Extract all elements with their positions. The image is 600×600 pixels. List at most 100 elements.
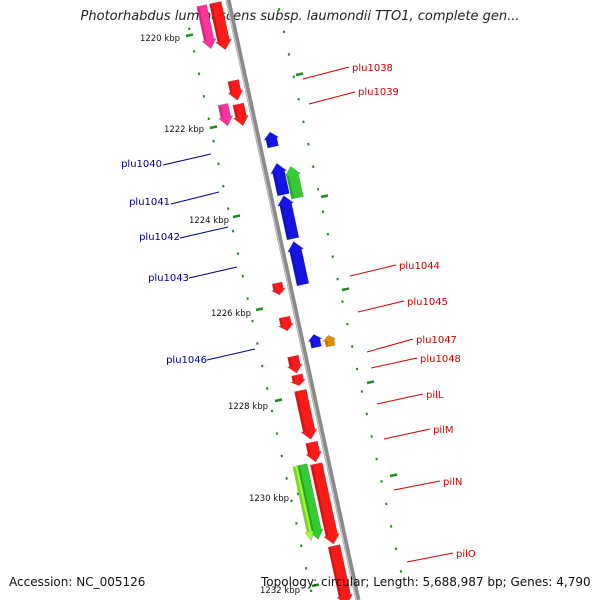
tick-dot-right: [256, 342, 259, 345]
tick-dot-left: [365, 412, 369, 416]
gene-arrow-shape: [196, 4, 217, 50]
tick-dot-left: [355, 367, 359, 371]
gene-arrow-blue[interactable]: [307, 333, 323, 349]
gene-label-plu1041[interactable]: plu1041: [129, 197, 170, 208]
gene-leader-line: [383, 428, 431, 440]
gene-leader-line: [162, 153, 212, 166]
tick-dot-left: [385, 502, 388, 506]
gene-arrow-shape: [292, 465, 315, 542]
kbp-label: 1230 kbp: [249, 494, 289, 504]
gene-arrow-blue[interactable]: [269, 162, 291, 197]
tick-dot-left: [282, 30, 286, 34]
gene-leader-line: [370, 357, 418, 369]
gene-arrow-shade: [266, 139, 270, 147]
gene-label-pilo[interactable]: pilO: [456, 549, 476, 560]
gene-arrow-red[interactable]: [326, 544, 354, 600]
gene-arrow-red[interactable]: [226, 79, 245, 102]
gene-arrow-shade: [292, 376, 296, 382]
gene-arrow-blue[interactable]: [276, 194, 301, 241]
gene-label-plu1045[interactable]: plu1045: [407, 297, 448, 308]
gene-arrow-shade: [293, 467, 310, 533]
gene-arrow-green[interactable]: [283, 165, 305, 200]
major-tick: [295, 72, 304, 77]
gene-arrow-shape: [217, 103, 234, 127]
major-tick: [341, 287, 350, 292]
gene-arrow-red[interactable]: [207, 1, 233, 51]
gene-arrow-shape: [263, 131, 280, 149]
gene-label-piln[interactable]: pilN: [443, 477, 462, 488]
gene-arrow-red[interactable]: [231, 102, 250, 128]
gene-label-plu1038[interactable]: plu1038: [352, 63, 393, 74]
tick-dot-right: [309, 589, 313, 593]
tick-dot-left: [302, 120, 305, 124]
tick-dot-right: [226, 207, 230, 211]
gene-arrow-shade: [287, 176, 294, 198]
gene-arrow-shape: [209, 1, 232, 51]
gene-label-plu1047[interactable]: plu1047: [416, 335, 457, 346]
gene-arrow-orange[interactable]: [322, 334, 337, 348]
gene-label-pilm[interactable]: pilM: [433, 425, 454, 436]
tick-dot-left: [360, 390, 364, 393]
gene-arrow-shade: [279, 318, 284, 326]
gene-label-plu1046[interactable]: plu1046: [166, 355, 207, 366]
gene-label-plu1040[interactable]: plu1040: [121, 159, 162, 170]
tick-dot-right: [207, 117, 210, 121]
gene-arrow-shade: [325, 340, 329, 346]
gene-arrow-shape: [277, 315, 295, 332]
gene-arrow-shade: [280, 205, 290, 239]
tick-dot-right: [285, 477, 288, 480]
major-tick: [366, 380, 375, 385]
tick-dot-left: [277, 7, 281, 11]
gene-arrow-red[interactable]: [270, 281, 287, 297]
tick-dot-left: [321, 210, 325, 214]
gene-arrow-red[interactable]: [308, 462, 341, 546]
gene-arrow-shape: [322, 334, 337, 348]
gene-label-plu1042[interactable]: plu1042: [139, 232, 180, 243]
gene-arrow-red[interactable]: [277, 315, 295, 333]
gene-arrow-red[interactable]: [293, 388, 319, 441]
gene-label-plu1048[interactable]: plu1048: [420, 354, 461, 365]
tick-dot-right: [212, 139, 215, 143]
gene-arrow-shape: [284, 166, 304, 200]
gene-arrow-lime[interactable]: [291, 465, 316, 542]
gene-arrow-blue[interactable]: [286, 240, 311, 287]
major-tick: [255, 307, 264, 312]
gene-arrow-pink[interactable]: [195, 4, 218, 50]
gene-arrow-blue[interactable]: [263, 131, 281, 149]
tick-dot-left: [287, 52, 291, 56]
gene-arrow-shape: [307, 334, 323, 349]
tick-dot-right: [295, 522, 298, 525]
gene-leader-line: [376, 393, 424, 405]
tick-dot-left: [331, 255, 334, 259]
tick-dot-right: [275, 432, 279, 435]
gene-label-plu1043[interactable]: plu1043: [148, 273, 189, 284]
gene-label-pill[interactable]: pilL: [426, 390, 444, 401]
tick-dot-right: [197, 72, 201, 76]
gene-label-plu1039[interactable]: plu1039: [358, 87, 399, 98]
gene-arrow-shade: [328, 547, 342, 597]
tick-dot-right: [192, 49, 196, 53]
gene-arrow-pink[interactable]: [216, 103, 234, 127]
tick-dot-left: [350, 345, 354, 348]
tick-dot-left: [307, 142, 310, 146]
gene-arrow-red[interactable]: [289, 373, 307, 387]
gene-label-plu1044[interactable]: plu1044: [399, 261, 440, 272]
gene-arrow-shade: [273, 172, 280, 195]
gene-arrow-red[interactable]: [304, 440, 324, 464]
tick-dot-left: [370, 435, 373, 438]
tick-dot-left: [389, 525, 393, 528]
tick-dot-left: [375, 457, 378, 461]
tick-dot-left: [341, 300, 344, 303]
gene-arrow-shade: [306, 444, 311, 455]
gene-arrow-red[interactable]: [286, 354, 304, 375]
kbp-label: 1220 kbp: [140, 34, 180, 44]
gene-arrow-shape: [270, 162, 290, 197]
gene-arrow-shade: [290, 251, 300, 285]
topology-text: Topology: circular; Length: 5,688,987 bp…: [261, 575, 591, 589]
gene-arrow-shade: [197, 7, 207, 41]
tick-dot-right: [202, 94, 206, 98]
gene-leader-line: [188, 266, 238, 279]
tick-dot-right: [222, 184, 225, 188]
gene-leader-line: [357, 300, 405, 313]
